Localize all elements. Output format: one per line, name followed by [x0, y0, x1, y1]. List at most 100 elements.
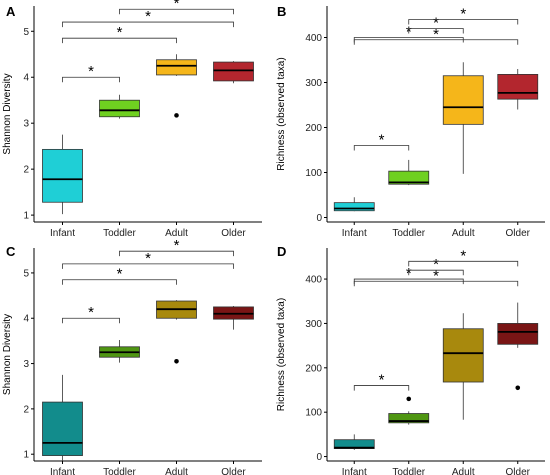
box-iqr [388, 413, 430, 424]
significance-bracket: * [408, 256, 464, 276]
y-tick-label: 2 [23, 404, 29, 415]
significance-star: * [433, 256, 439, 273]
significance-star: * [145, 250, 151, 267]
y-tick-label: 4 [23, 314, 29, 325]
x-tick-label: Infant [50, 467, 75, 475]
panel-letter: A [6, 4, 16, 19]
outlier-point [174, 358, 179, 364]
x-tick-label: Toddler [392, 467, 425, 475]
x-tick-label: Adult [165, 228, 188, 239]
box-toddler [99, 94, 140, 119]
box-iqr [442, 328, 484, 383]
outlier-point [515, 385, 521, 391]
significance-bracket: * [119, 237, 234, 257]
bracket-line [408, 260, 519, 267]
significance-star: * [433, 267, 439, 284]
panel-letter: B [277, 4, 286, 19]
significance-bracket: * [62, 24, 177, 44]
box-older [213, 306, 254, 330]
y-tick-label: 100 [305, 168, 322, 179]
x-tick-label: Adult [165, 467, 188, 475]
box-iqr [333, 202, 375, 212]
box-iqr [442, 75, 484, 125]
significance-star: * [88, 63, 94, 80]
y-tick-label: 3 [23, 359, 29, 370]
x-tick-label: Older [221, 228, 246, 239]
significance-bracket: * [353, 372, 410, 391]
significance-star: * [460, 247, 466, 264]
bracket-line [119, 8, 234, 15]
significance-star: * [460, 6, 466, 23]
significance-bracket: * [119, 0, 234, 15]
significance-bracket: * [353, 26, 519, 45]
box-toddler [99, 339, 140, 363]
bracket-line [62, 317, 120, 324]
bracket-line [62, 76, 120, 83]
box-iqr [42, 148, 83, 203]
panel-d: D 0 100 200 300 400 Richness (observed taxa) In… [276, 244, 545, 475]
panel-letter: C [6, 244, 16, 259]
significance-bracket: * [408, 247, 519, 267]
y-axis-title: Shannon Diversity [2, 73, 13, 154]
bracket-line [62, 21, 234, 28]
significance-bracket: * [62, 63, 120, 83]
box-iqr [213, 61, 254, 82]
bracket-line [62, 279, 177, 285]
bracket-line [408, 28, 464, 34]
bracket-line [353, 145, 410, 151]
x-tick-label: Adult [452, 467, 475, 475]
box-iqr [497, 74, 539, 100]
box-iqr [497, 323, 539, 345]
y-tick-label: 0 [316, 452, 322, 463]
significance-bracket: * [62, 250, 234, 269]
x-tick-label: Older [221, 467, 246, 475]
box-adult [156, 54, 197, 118]
y-tick-label: 1 [23, 211, 29, 222]
box-adult [442, 313, 484, 420]
significance-bracket: * [62, 266, 177, 285]
bracket-line [353, 385, 410, 391]
box-iqr [156, 59, 197, 76]
significance-bracket: * [353, 267, 519, 287]
significance-star: * [433, 15, 439, 32]
x-tick-label: Infant [342, 467, 367, 475]
panel-a: A 1 2 3 4 5 Shannon Diversity Infant Toddler Adul… [2, 0, 262, 239]
box-iqr [99, 99, 140, 118]
y-tick-label: 3 [23, 119, 29, 130]
box-infant [42, 134, 83, 215]
x-tick-label: Infant [50, 228, 75, 239]
y-tick-label: 1 [23, 450, 29, 461]
y-tick-label: 0 [316, 213, 322, 224]
significance-bracket: * [408, 15, 464, 34]
box-adult [156, 300, 197, 364]
box-iqr [42, 401, 83, 456]
significance-star: * [117, 266, 123, 283]
significance-star: * [88, 304, 94, 321]
x-tick-label: Older [506, 228, 531, 239]
y-axis-title: Richness (observed taxa) [276, 298, 287, 411]
box-infant [42, 374, 83, 461]
y-tick-label: 4 [23, 73, 29, 84]
significance-star: * [145, 8, 151, 25]
y-tick-label: 200 [305, 363, 322, 374]
significance-bracket: * [62, 8, 234, 28]
significance-star: * [117, 24, 123, 41]
y-tick-label: 400 [305, 33, 322, 44]
panel-b: B 0 100 200 300 400 Richness (observed taxa) In… [276, 4, 545, 239]
x-tick-label: Older [506, 467, 531, 475]
x-tick-label: Toddler [103, 228, 136, 239]
x-tick-label: Toddler [392, 228, 425, 239]
significance-star: * [379, 372, 385, 389]
y-tick-label: 5 [23, 268, 29, 279]
box-infant [333, 197, 375, 212]
significance-star: * [174, 237, 180, 254]
panel-letter: D [277, 244, 286, 259]
significance-bracket: * [408, 6, 519, 25]
box-older [213, 61, 254, 84]
y-tick-label: 2 [23, 165, 29, 176]
x-tick-label: Infant [342, 228, 367, 239]
x-tick-label: Toddler [103, 467, 136, 475]
bracket-line [119, 250, 234, 257]
box-toddler [388, 396, 430, 425]
